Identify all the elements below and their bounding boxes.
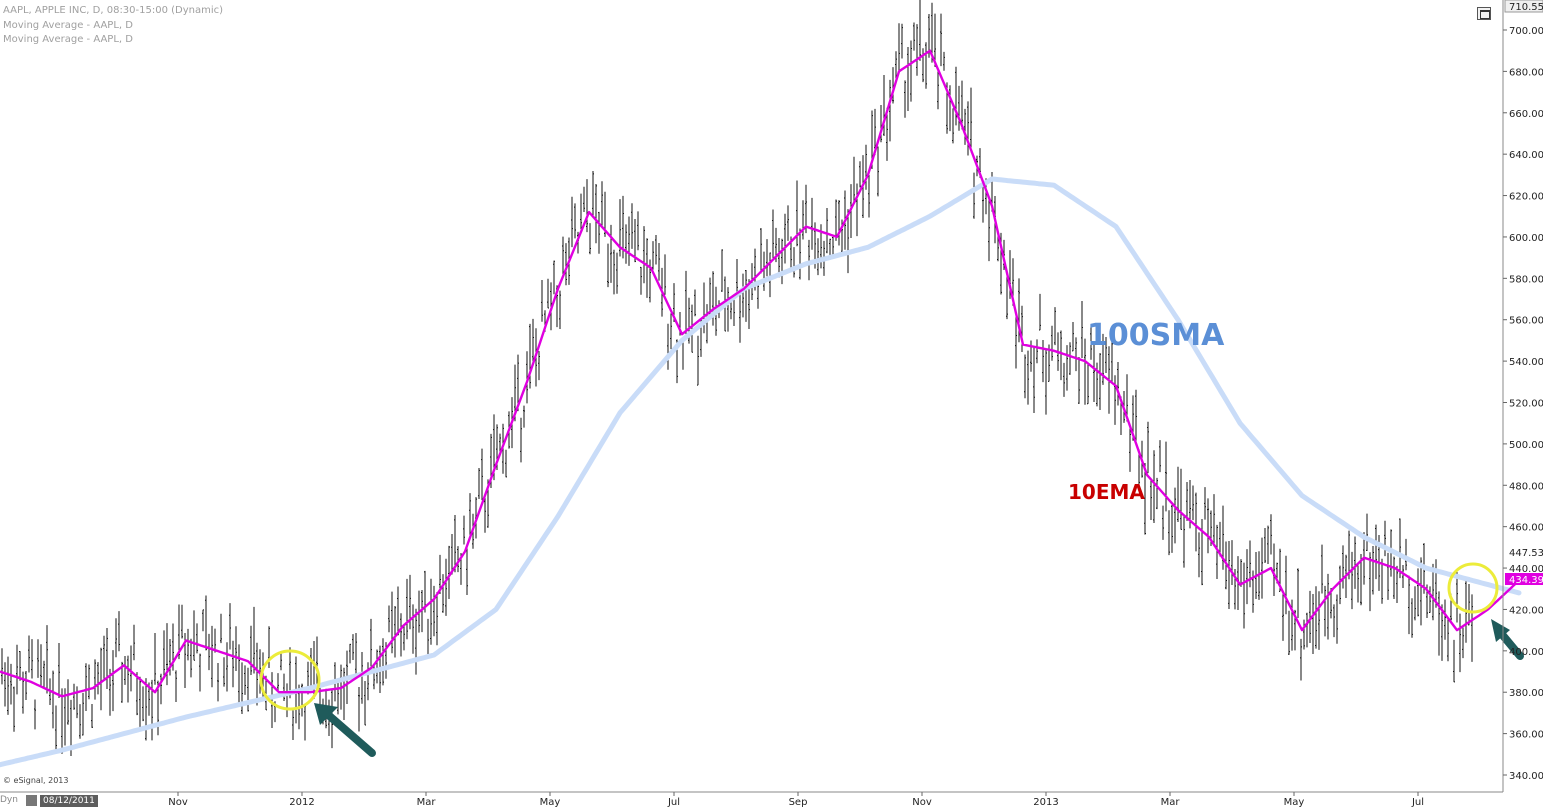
price-tick-label: 580.00 [1509, 274, 1543, 285]
time-tick-label: May [1284, 797, 1305, 808]
price-tick-label: 660.00 [1509, 109, 1543, 120]
price-tick-label: 640.00 [1509, 150, 1543, 161]
price-tick-label: 360.00 [1509, 730, 1543, 741]
time-tick-label: Mar [417, 797, 437, 808]
price-tick-label: 620.00 [1509, 192, 1543, 203]
price-tick-label: 380.00 [1509, 688, 1543, 699]
price-tick-label: 520.00 [1509, 399, 1543, 410]
study-label-2: Moving Average - AAPL, D [3, 34, 133, 45]
time-tick-label: Jul [667, 797, 680, 808]
last-close-tag: 447.53 [1509, 548, 1543, 559]
time-tick-label: Nov [168, 797, 188, 808]
time-tick-label: Nov [912, 797, 932, 808]
svg-text:710.55: 710.55 [1509, 2, 1543, 13]
price-tick-label: 440.00 [1509, 564, 1543, 575]
time-tick-label: Jul [1411, 797, 1424, 808]
time-tick-label: 2013 [1033, 797, 1058, 808]
dynamic-label: Dyn [0, 795, 18, 805]
time-axis: Nov 2012 Mar May Jul Sep Nov 2013 Mar May Jul [168, 792, 1424, 808]
ema-annotation-label: 10EMA [1068, 480, 1145, 504]
crossover-circle-right [1447, 562, 1499, 614]
restore-window-button[interactable] [1477, 7, 1491, 20]
price-tick-label: 560.00 [1509, 316, 1543, 327]
ema-value-tag: 434.39 [1505, 573, 1543, 586]
copyright-text: © eSignal, 2013 [3, 776, 69, 785]
time-tick-label: 2012 [289, 797, 314, 808]
ema-10-line [0, 49, 1520, 698]
price-axis: 700.00 680.00 660.00 640.00 620.00 600.00 580.… [1503, 26, 1543, 782]
crossover-circle-left [259, 649, 321, 711]
sma-annotation-label: 100SMA [1087, 318, 1225, 353]
calendar-icon[interactable] [26, 795, 37, 806]
price-tick-label: 680.00 [1509, 67, 1543, 78]
svg-text:434.39: 434.39 [1509, 575, 1543, 586]
price-tick-label: 480.00 [1509, 481, 1543, 492]
price-tick-label: 340.00 [1509, 771, 1543, 782]
price-tick-label: 500.00 [1509, 440, 1543, 451]
ohlc-bars [1, 0, 1473, 757]
restore-icon [1480, 10, 1490, 19]
price-tick-label: 600.00 [1509, 233, 1543, 244]
arrow-left-icon [314, 703, 376, 757]
sma-100-line [0, 176, 1522, 768]
time-tick-label: Sep [789, 797, 808, 808]
svg-text:447.53: 447.53 [1509, 548, 1543, 559]
study-label-1: Moving Average - AAPL, D [3, 20, 133, 31]
start-date-field[interactable]: 08/12/2011 [40, 795, 98, 807]
price-tick-label: 460.00 [1509, 523, 1543, 534]
time-tick-label: Mar [1161, 797, 1181, 808]
price-tick-label: 700.00 [1509, 26, 1543, 37]
chart-title: AAPL, APPLE INC, D, 08:30-15:00 (Dynamic… [3, 5, 224, 16]
high-price-tag: 710.55 [1504, 0, 1543, 13]
price-tick-label: 420.00 [1509, 605, 1543, 616]
time-tick-label: May [540, 797, 561, 808]
price-tick-label: 400.00 [1509, 647, 1543, 658]
price-tick-label: 540.00 [1509, 357, 1543, 368]
